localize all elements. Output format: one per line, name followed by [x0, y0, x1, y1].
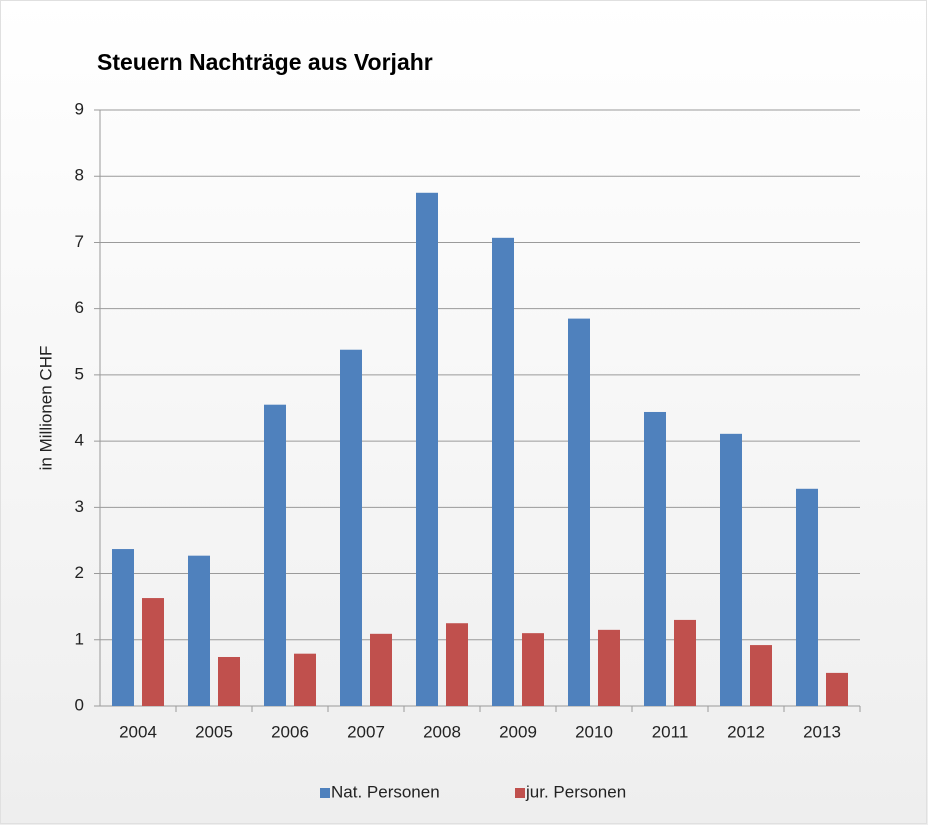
y-tick-label: 5 [75, 364, 84, 383]
bar [826, 672, 848, 706]
bar [112, 549, 134, 706]
bar [750, 645, 772, 706]
y-tick-label: 1 [75, 629, 84, 648]
bar [492, 237, 514, 706]
x-tick-label: 2009 [499, 722, 537, 741]
y-axis-label: in Millionen CHF [36, 346, 55, 471]
bar [674, 619, 696, 706]
y-tick-label: 9 [75, 99, 84, 118]
x-tick-label: 2004 [119, 722, 157, 741]
bar [796, 488, 818, 706]
bar [340, 349, 362, 706]
legend-label: Nat. Personen [331, 782, 440, 801]
bar [188, 555, 210, 706]
bar [568, 318, 590, 706]
bar [294, 653, 316, 706]
x-tick-label: 2007 [347, 722, 385, 741]
chart-title: Steuern Nachträge aus Vorjahr [97, 49, 433, 75]
bar [218, 656, 240, 706]
x-tick-label: 2010 [575, 722, 613, 741]
bar [446, 623, 468, 706]
bar [142, 598, 164, 706]
bar [522, 633, 544, 706]
bar [264, 404, 286, 706]
bar [416, 192, 438, 706]
x-tick-label: 2005 [195, 722, 233, 741]
x-tick-label: 2011 [652, 722, 689, 741]
bar [720, 433, 742, 706]
legend-swatch [515, 788, 525, 798]
y-tick-label: 6 [75, 298, 84, 317]
y-tick-label: 4 [75, 431, 84, 450]
bar [644, 411, 666, 706]
bar [598, 629, 620, 706]
legend-swatch [320, 788, 330, 798]
x-tick-label: 2013 [803, 722, 841, 741]
y-tick-label: 3 [75, 497, 84, 516]
y-tick-label: 2 [75, 563, 84, 582]
x-tick-label: 2012 [727, 722, 765, 741]
bar [370, 633, 392, 706]
y-tick-label: 0 [75, 695, 84, 714]
x-tick-label: 2006 [271, 722, 309, 741]
y-tick-label: 7 [75, 232, 84, 251]
x-tick-label: 2008 [423, 722, 461, 741]
y-tick-label: 8 [75, 166, 84, 185]
legend-label: jur. Personen [525, 782, 626, 801]
